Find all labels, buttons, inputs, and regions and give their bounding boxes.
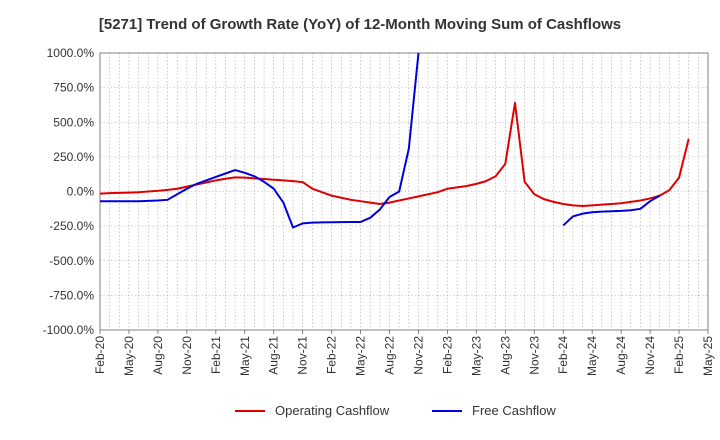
chart-title: [5271] Trend of Growth Rate (YoY) of 12-… (98, 16, 622, 33)
x-tick-label: Aug-24 (614, 336, 628, 375)
y-tick-label: 500.0% (53, 115, 94, 129)
plot-frame (99, 52, 709, 331)
y-tick-label: 0.0% (67, 185, 95, 199)
x-tick-label: Aug-22 (383, 336, 397, 375)
legend-label-operating-cashflow: Operating Cashflow (275, 403, 390, 418)
y-tick-label: -750.0% (49, 288, 94, 302)
series-line-operating-cashflow (99, 101, 690, 208)
axes: 1000.0% 750.0% 500.0% 250.0% 0.0% -250.0% -500… (43, 46, 715, 376)
x-tick-label: Aug-23 (498, 336, 512, 375)
x-tick-label: Feb-21 (209, 336, 223, 374)
legend: Operating Cashflow Free Cashflow (235, 403, 556, 418)
x-tick-label: May-22 (354, 336, 368, 376)
x-tick-label: May-25 (701, 336, 715, 376)
x-tick-label: May-21 (238, 336, 252, 376)
x-tick-label: Feb-20 (93, 336, 107, 374)
x-tick-label: May-23 (469, 336, 483, 376)
x-tick-label: Nov-21 (296, 336, 310, 375)
x-tick-label: May-20 (122, 336, 136, 376)
y-tick-label: 750.0% (53, 81, 94, 95)
x-tick-label: Nov-23 (527, 336, 541, 375)
series-line-free-cashflow (100, 52, 420, 229)
x-tick-label: Nov-22 (411, 336, 425, 375)
x-tick-label: Aug-20 (151, 336, 165, 375)
x-tick-label: Feb-24 (556, 336, 570, 374)
x-tick-label: Feb-23 (440, 336, 454, 374)
series (99, 52, 690, 229)
legend-label-free-cashflow: Free Cashflow (472, 403, 556, 418)
y-tick-label: 1000.0% (47, 46, 95, 60)
x-tick-label: Nov-24 (643, 336, 657, 375)
grid (99, 52, 709, 331)
y-tick-label: 250.0% (53, 150, 94, 164)
x-tick-label: Aug-21 (267, 336, 281, 375)
x-tick-label: May-24 (585, 336, 599, 376)
x-tick-label: Nov-20 (180, 336, 194, 375)
y-tick-label: -250.0% (49, 219, 94, 233)
x-tick-label: Feb-25 (672, 336, 686, 374)
y-tick-label: -500.0% (49, 254, 94, 268)
series-line-free-cashflow (562, 194, 661, 227)
x-tick-label: Feb-22 (325, 336, 339, 374)
y-tick-label: -1000.0% (43, 323, 95, 337)
